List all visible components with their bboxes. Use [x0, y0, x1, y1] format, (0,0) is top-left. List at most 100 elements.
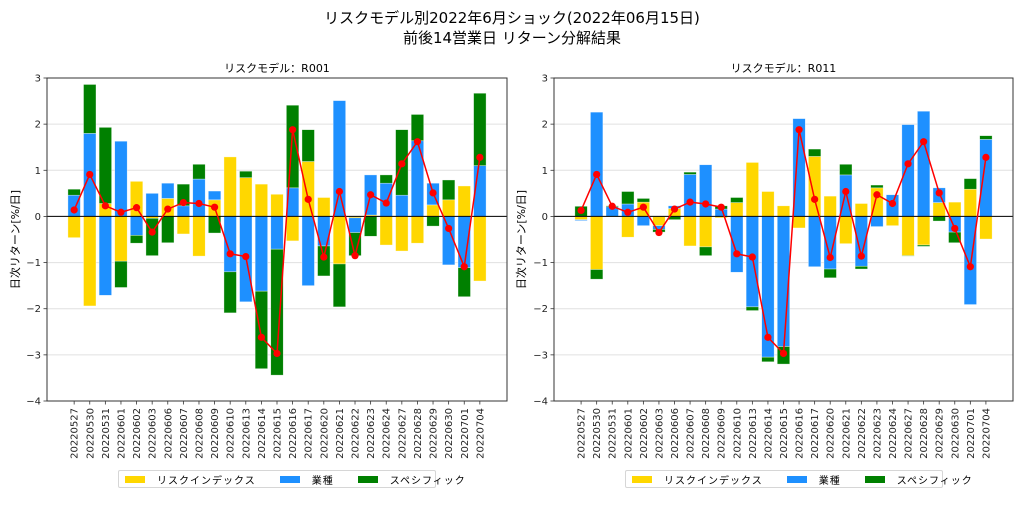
bar-risk-index — [683, 216, 697, 247]
bar-specific — [683, 171, 697, 175]
bar-industry — [574, 219, 588, 221]
total-return-point — [951, 224, 959, 233]
total-return-point — [429, 189, 437, 197]
bar-specific — [254, 290, 268, 369]
bar-risk-index — [317, 197, 331, 217]
chart-panel-r011: −4 −3 −2 −1 0 1 2 3 20220527 20220530 20220531 2022… — [514, 61, 1014, 459]
x-tick-label: 20220628 — [919, 408, 930, 459]
x-tick-label: 20220616 — [795, 408, 806, 459]
total-return-point — [966, 263, 974, 271]
x-tick-label: 20220701 — [460, 408, 471, 459]
x-tick-label: 20220630 — [950, 408, 961, 459]
x-tick-label: 20220620 — [826, 408, 837, 459]
bar-specific — [761, 356, 775, 363]
total-return-point — [148, 228, 156, 236]
x-tick-label: 20220606 — [163, 408, 174, 459]
bar-specific — [636, 198, 650, 203]
bar-specific — [870, 184, 884, 189]
bar-industry — [192, 178, 206, 217]
total-return-point — [445, 224, 453, 233]
bar-risk-index — [67, 216, 81, 238]
bar-specific — [67, 188, 81, 196]
total-return-point — [242, 252, 250, 261]
x-tick-label: 20220622 — [351, 408, 362, 459]
bar-specific — [932, 216, 946, 222]
total-return-point — [764, 333, 772, 341]
legend-swatch-industry — [279, 475, 300, 483]
total-return-point — [367, 191, 375, 199]
x-tick-label: 20220628 — [413, 408, 424, 459]
y-axis-label: 日次リターン[%/日] — [514, 190, 528, 289]
bar-risk-index — [854, 203, 868, 217]
total-return-point — [460, 263, 468, 271]
bar-specific — [301, 129, 315, 162]
bar-risk-index — [254, 183, 268, 217]
bar-specific — [379, 174, 393, 184]
bar-specific — [963, 178, 977, 190]
total-return-point — [257, 333, 265, 341]
total-return-point — [779, 349, 788, 358]
total-return-point — [935, 189, 943, 197]
total-return-point — [195, 199, 203, 208]
total-return-point — [164, 205, 172, 213]
total-return-point — [226, 250, 234, 258]
x-tick-label: 20220608 — [701, 408, 712, 459]
bar-specific — [808, 148, 822, 157]
bar-industry — [130, 216, 144, 236]
total-return-point — [826, 253, 834, 262]
bar-industry — [901, 124, 915, 217]
x-tick-label: 20220617 — [304, 408, 315, 459]
bar-industry — [808, 216, 822, 268]
bar-industry — [301, 216, 315, 286]
total-return-point — [289, 126, 297, 134]
bar-risk-index — [473, 216, 487, 282]
bar-risk-index — [948, 201, 962, 217]
bar-specific — [114, 260, 128, 288]
bar-risk-index — [83, 216, 97, 307]
y-tick-label: −2 — [533, 304, 548, 315]
y-tick-label: −3 — [533, 350, 548, 361]
total-return-point — [888, 199, 897, 208]
bar-risk-index — [885, 216, 900, 226]
y-tick-label: 1 — [35, 166, 41, 177]
bar-specific — [823, 268, 837, 279]
x-tick-label: 20220621 — [335, 408, 346, 459]
bar-risk-index — [745, 162, 759, 217]
total-return-point — [382, 199, 390, 207]
total-return-point — [117, 208, 125, 216]
bar-specific — [317, 245, 331, 277]
x-tick-label: 20220624 — [382, 408, 393, 459]
total-return-point — [702, 200, 710, 208]
figure-title-line2: 前後14営業日 リターン分解結果 — [402, 29, 622, 47]
legend-label-industry: 業種 — [311, 475, 334, 487]
x-tick-label: 20220530 — [85, 408, 96, 459]
x-tick-label: 20220616 — [288, 408, 299, 459]
x-tick-label: 20220704 — [981, 408, 992, 459]
x-tick-label: 20220615 — [273, 408, 284, 459]
bar-risk-index — [621, 216, 635, 238]
y-tick-label: 2 — [542, 120, 548, 131]
total-return-point — [179, 198, 187, 207]
x-tick-label: 20220610 — [732, 408, 743, 459]
total-return-point — [70, 206, 78, 214]
total-return-point — [624, 208, 632, 216]
bar-risk-index — [901, 216, 915, 256]
bar-risk-index — [270, 193, 284, 217]
total-return-point — [873, 191, 881, 199]
total-return-point — [86, 170, 94, 179]
x-tick-label: 20220531 — [608, 408, 619, 459]
total-return-point — [811, 195, 819, 203]
bar-industry — [636, 216, 650, 226]
total-return-point — [335, 187, 344, 196]
legend-item-industry: 業種 — [279, 472, 334, 487]
x-tick-label: 20220617 — [810, 408, 821, 459]
y-axis-label: 日次リターン[%/日] — [8, 190, 22, 289]
x-tick-label: 20220613 — [241, 408, 252, 459]
y-tick-label: 0 — [35, 212, 41, 223]
bar-risk-index — [823, 195, 837, 217]
x-tick-label: 20220601 — [623, 408, 634, 459]
bar-industry — [348, 217, 362, 233]
x-tick-label: 20220606 — [670, 408, 681, 459]
bar-specific — [699, 246, 713, 256]
bar-risk-index — [192, 216, 206, 257]
